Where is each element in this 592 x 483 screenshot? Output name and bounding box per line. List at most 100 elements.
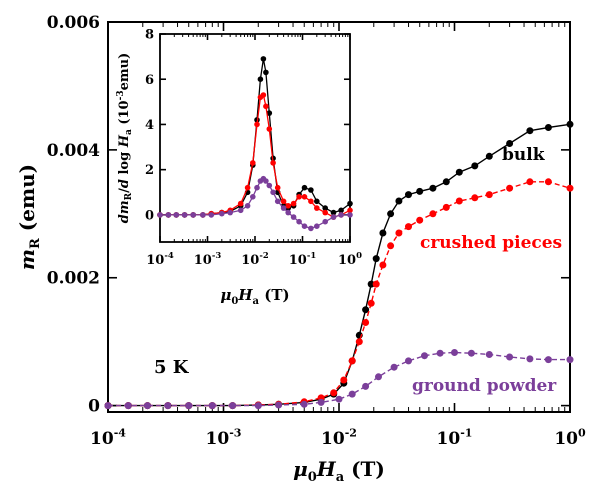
main-point-bulk <box>416 187 424 195</box>
inset-point-ground-powder <box>200 212 206 218</box>
inset-x-tick-label: 10-2 <box>241 250 269 268</box>
inset-point-crushed-pieces <box>254 121 260 128</box>
main-point-ground-powder <box>375 373 382 381</box>
inset-point-bulk <box>263 69 269 76</box>
inset-point-bulk <box>266 110 273 116</box>
main-x-tick-exp: -3 <box>229 426 241 439</box>
main-point-ground-powder <box>300 400 308 408</box>
inset-point-ground-powder <box>338 212 344 218</box>
main-point-crushed-pieces <box>416 216 424 224</box>
main-point-ground-powder <box>317 398 325 406</box>
y-label-sub: R <box>28 238 43 249</box>
inset-point-crushed-pieces <box>280 198 287 205</box>
inset-point-ground-powder <box>227 209 233 216</box>
inset-point-ground-powder <box>330 214 337 220</box>
inset-x-tick-base: 10 <box>289 253 307 268</box>
main-point-crushed-pieces <box>405 223 412 231</box>
main-x-tick-base: 10 <box>206 429 230 449</box>
inset-y-label-d: d <box>117 179 132 188</box>
main-point-bulk <box>442 178 450 186</box>
main-point-crushed-pieces <box>526 178 534 186</box>
main-point-bulk <box>362 306 370 314</box>
x-label-suba: a <box>336 470 345 483</box>
series-label-ground-powder: ground powder <box>412 376 557 396</box>
y-label-m: m <box>15 249 39 270</box>
inset-x-tick-exp: -2 <box>259 250 269 260</box>
y-label-unit: (emu) <box>15 164 39 238</box>
inset-y-label-u2: emu) <box>117 53 132 91</box>
main-minor-ticks <box>142 22 566 412</box>
inset-point-ground-powder <box>219 210 225 217</box>
inset-point-ground-powder <box>173 212 180 218</box>
inset-point-crushed-pieces <box>266 126 273 132</box>
main-point-bulk <box>455 168 463 176</box>
main-point-crushed-pieces <box>566 184 574 192</box>
inset-point-crushed-pieces <box>274 184 281 191</box>
inset-x-ticks: 10-4 10-3 10-2 10-1 100 <box>146 34 362 268</box>
main-series-line-ground-powder <box>108 351 570 407</box>
main-point-ground-powder <box>566 356 574 364</box>
inset-point-bulk <box>308 187 314 193</box>
x-label-unit: (T) <box>344 457 385 481</box>
inset-point-ground-powder <box>314 223 320 229</box>
inset-y-label-suba: a <box>124 129 134 135</box>
temperature-annotation: 5 K <box>154 357 190 378</box>
main-x-tick-base: 10 <box>90 429 114 449</box>
inset-point-crushed-pieces <box>263 103 269 110</box>
main-point-bulk <box>395 197 403 205</box>
main-point-crushed-pieces <box>330 389 338 397</box>
inset-point-bulk <box>347 200 353 207</box>
main-point-crushed-pieces <box>379 261 387 269</box>
inset-point-ground-powder <box>190 212 196 218</box>
inset-point-bulk <box>338 207 344 214</box>
main-point-ground-powder <box>104 402 112 410</box>
inset-point-crushed-pieces <box>270 160 276 166</box>
main-y-tick-label: 0.002 <box>47 269 100 289</box>
main-point-ground-powder <box>467 349 475 357</box>
main-point-crushed-pieces <box>387 242 395 250</box>
main-x-tick-label: 10-1 <box>437 426 473 449</box>
main-point-crushed-pieces <box>506 184 514 192</box>
inset-point-crushed-pieces <box>301 194 308 200</box>
inset-x-axis-label: μ0Ha (T) <box>220 286 289 307</box>
inset-y-axis-label: dmR/d log Ha (10-3emu) <box>116 53 134 224</box>
main-point-bulk <box>485 152 493 160</box>
main-point-ground-powder <box>254 402 262 410</box>
main-point-ground-powder <box>506 353 514 361</box>
inset-point-ground-powder <box>244 203 251 209</box>
inset-point-ground-powder <box>266 182 273 189</box>
inset-x-tick-label: 100 <box>338 250 362 268</box>
main-point-ground-powder <box>526 355 534 363</box>
main-point-ground-powder <box>335 395 343 403</box>
main-point-bulk <box>367 280 375 288</box>
main-x-tick-label: 100 <box>554 426 586 449</box>
main-point-bulk <box>566 120 574 128</box>
inset-point-crushed-pieces <box>290 200 297 207</box>
main-point-ground-powder <box>436 349 444 357</box>
main-y-axis-label: mR (emu) <box>15 164 43 270</box>
inset-point-ground-powder <box>165 212 172 218</box>
inset-point-bulk <box>330 209 337 216</box>
inset-point-ground-powder <box>254 184 260 191</box>
inset-x-tick-label: 10-3 <box>194 250 222 268</box>
inset-x-label-h: H <box>237 286 253 304</box>
inset-x-tick-exp: -4 <box>164 250 174 260</box>
inset-point-bulk <box>257 76 264 82</box>
main-point-ground-powder <box>124 402 132 410</box>
main-x-axis-label: μ0Ha (T) <box>293 457 385 483</box>
main-point-crushed-pieces <box>372 280 380 288</box>
series-label-crushed-pieces: crushed pieces <box>420 233 562 253</box>
inset-point-ground-powder <box>208 212 215 218</box>
inset-x-tick-label: 10-4 <box>146 250 174 268</box>
inset-point-ground-powder <box>301 223 308 229</box>
main-point-bulk <box>526 127 534 135</box>
inset-x-tick-exp: 0 <box>356 250 362 260</box>
inset-x-label-mu: μ <box>220 286 231 304</box>
main-x-tick-exp: -4 <box>114 426 127 439</box>
inset-point-crushed-pieces <box>314 205 320 211</box>
inset-point-ground-powder <box>270 189 276 196</box>
inset-y-label-slash: / <box>117 188 132 193</box>
main-point-ground-powder <box>164 402 172 410</box>
main-point-crushed-pieces <box>544 178 552 186</box>
